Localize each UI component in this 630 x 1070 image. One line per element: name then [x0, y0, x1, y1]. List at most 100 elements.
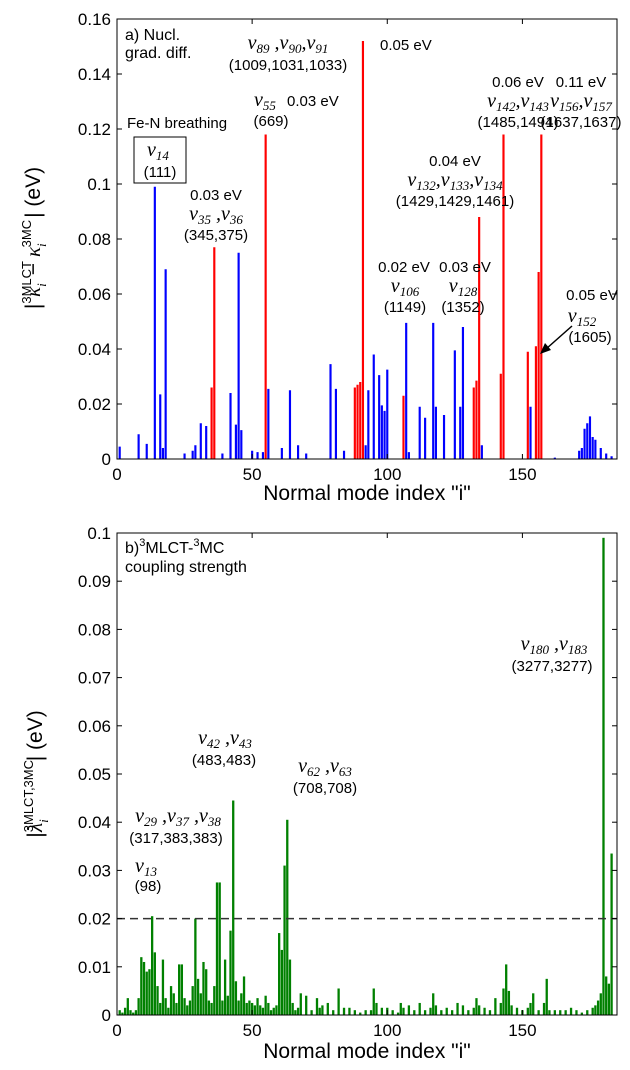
bar-b-mode-62: [283, 865, 286, 1015]
panel-a: 0 50 100 150 0 0.02 0.04 0.06 0.08 0.1 0.12 0.14 0.1…: [19, 10, 621, 505]
bar-b-mode-158: [542, 1002, 546, 1015]
bar-b-mode-126: [456, 1002, 459, 1015]
bar-a-mode-117: [432, 322, 435, 459]
bar-b-mode-63: [286, 819, 289, 1015]
bar-b-mode-176: [591, 1007, 594, 1015]
panel-b: 0 50 100 150 0 0.01 0.02 0.03 0.04 0.05 0.06 0.07 0.…: [21, 524, 618, 1063]
bar-a-mode-157: [540, 134, 543, 459]
bar-b-mode-181: [605, 976, 608, 1015]
bar-b-mode-164: [559, 1010, 562, 1015]
panel-b-xtick-label: 0: [112, 1021, 121, 1040]
annot-nu29-freq: (317,383,383): [129, 830, 222, 847]
bar-b-mode-64: [288, 959, 292, 1015]
bar-b-mode-17: [161, 959, 165, 1015]
panel-a-bars: [118, 41, 613, 459]
bar-a-mode-93: [367, 390, 370, 459]
bar-a-mode-98: [380, 405, 383, 459]
bar-a-mode-1: [118, 446, 121, 459]
bar-a-mode-135: [480, 445, 483, 459]
bar-a-mode-132: [472, 387, 475, 459]
bar-a-mode-42: [229, 393, 232, 459]
bar-b-mode-23: [178, 964, 181, 1015]
panel-a-xtick-label: 50: [243, 465, 262, 484]
bar-a-mode-17: [161, 448, 165, 459]
bar-b-mode-76: [321, 1005, 324, 1015]
annot-nu55-mode: ν55: [254, 89, 276, 113]
bar-a-mode-134: [478, 217, 481, 459]
bar-b-mode-88: [353, 1010, 356, 1015]
bar-b-mode-148: [515, 1007, 519, 1015]
annot-nu42-modes: ν42 ,ν43: [198, 727, 252, 751]
annot-nu128-freq: (1352): [441, 299, 484, 316]
bar-b-mode-95: [372, 988, 375, 1015]
bar-b-mode-66: [294, 1010, 297, 1015]
bar-b-mode-112: [418, 1002, 421, 1015]
bar-a-mode-112: [418, 406, 421, 459]
bar-b-mode-156: [537, 1010, 540, 1015]
panel-b-label: b)3MLCT-3MC: [125, 537, 224, 557]
bar-b-mode-136: [483, 1007, 486, 1015]
bar-b-mode-32: [202, 961, 205, 1015]
panel-a-xlabel: Normal mode index "i": [263, 482, 471, 505]
bar-a-mode-107: [405, 322, 408, 459]
bar-b-mode-22: [175, 1002, 178, 1015]
annot-nu132-energy: 0.04 eV: [429, 153, 481, 170]
bar-b-mode-53: [259, 1005, 262, 1015]
bar-b-mode-82: [337, 988, 340, 1015]
bar-b-mode-70: [305, 995, 308, 1015]
bar-b-mode-182: [607, 983, 611, 1015]
bar-a-mode-14: [153, 186, 156, 459]
annot-nu132-modes: ν132,ν133,ν134: [407, 169, 503, 193]
bar-b-mode-74: [315, 998, 319, 1015]
bar-a-mode-92: [364, 445, 367, 459]
panel-b-xtick-label: 100: [373, 1021, 401, 1040]
bar-a-mode-39: [221, 453, 224, 459]
panel-a-xtick-label: 100: [373, 465, 401, 484]
bar-a-mode-18: [164, 269, 167, 459]
panel-b-ylabel: |3MLCT,3MCλi| (eV): [21, 710, 51, 837]
annot-nu142-freq: (1485,1494): [478, 114, 559, 131]
panel-b-bars: [118, 537, 613, 1015]
bar-a-mode-106: [402, 395, 405, 459]
bar-a-mode-125: [453, 350, 456, 459]
bar-a-mode-100: [386, 369, 389, 459]
bar-b-mode-41: [226, 995, 229, 1015]
bar-a-mode-44: [234, 424, 237, 459]
bar-b-mode-154: [532, 993, 535, 1015]
bar-a-mode-179: [599, 448, 602, 459]
annot-nu128-mode: ν128: [449, 275, 478, 299]
bar-b-mode-106: [402, 1007, 405, 1015]
bar-a-mode-155: [534, 346, 537, 459]
bar-b-mode-42: [229, 930, 232, 1015]
panel-a-ytick-label: 0.04: [78, 340, 111, 359]
bar-b-mode-46: [240, 993, 243, 1015]
annot-nu14-freq: (111): [144, 164, 177, 181]
bar-a-mode-133: [475, 380, 478, 459]
bar-b-mode-29: [194, 918, 197, 1015]
bar-b-mode-34: [207, 1000, 211, 1015]
annot-nu106-freq: (1149): [384, 299, 426, 316]
bar-b-mode-28: [191, 986, 194, 1015]
annot-fe-n-breathing: Fe-N breathing: [127, 115, 227, 132]
annot-nu35-modes: ν35 ,ν36: [189, 203, 243, 227]
bar-b-mode-39: [221, 1000, 224, 1015]
bar-a-mode-177: [594, 439, 597, 459]
bar-b-mode-179: [599, 993, 602, 1015]
bar-a-mode-175: [588, 416, 592, 459]
annot-nu152-arrowhead: [540, 343, 551, 354]
bar-a-mode-33: [205, 426, 208, 459]
bar-a-mode-61: [280, 448, 283, 459]
bar-b-mode-59: [275, 1005, 278, 1015]
bar-a-mode-52: [256, 452, 259, 459]
bar-b-mode-11: [145, 971, 148, 1015]
annot-nu13-mode: ν13: [135, 855, 157, 879]
annot-nu35-energy: 0.03 eV: [190, 187, 242, 204]
panel-b-ticks: 0 50 100 150 0 0.01 0.02 0.03 0.04 0.05 0.06 0.07 0.…: [78, 524, 617, 1040]
bar-b-mode-130: [467, 1010, 470, 1015]
panel-a-xtick-label: 0: [112, 465, 121, 484]
bar-b-mode-45: [237, 1000, 240, 1015]
annot-nu14-mode: ν14: [147, 139, 169, 163]
bar-b-mode-86: [348, 1007, 351, 1015]
bar-b-mode-78: [326, 1002, 329, 1015]
bar-a-mode-88: [353, 387, 356, 459]
